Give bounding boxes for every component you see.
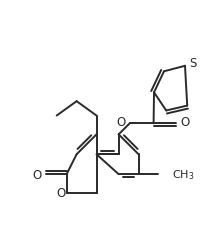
Text: O: O	[116, 116, 125, 129]
Text: O: O	[56, 187, 66, 200]
Text: O: O	[32, 168, 41, 181]
Text: CH$_3$: CH$_3$	[172, 168, 194, 181]
Text: O: O	[181, 116, 190, 129]
Text: S: S	[189, 57, 196, 70]
